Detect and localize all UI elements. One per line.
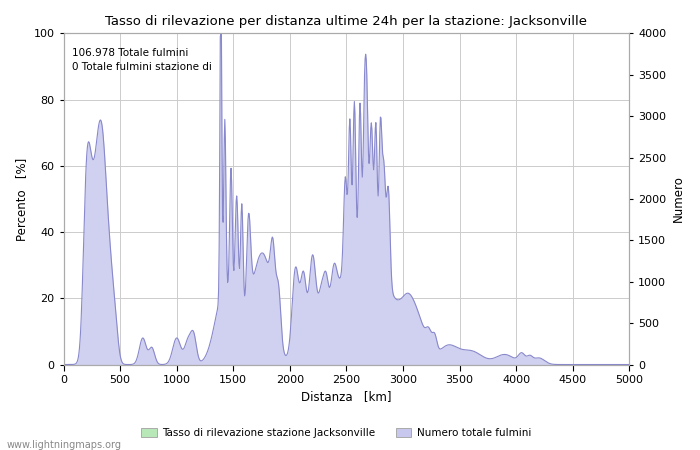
- Text: 106.978 Totale fulmini
0 Totale fulmini stazione di: 106.978 Totale fulmini 0 Totale fulmini …: [72, 48, 212, 72]
- Title: Tasso di rilevazione per distanza ultime 24h per la stazione: Jacksonville: Tasso di rilevazione per distanza ultime…: [106, 15, 587, 28]
- Text: www.lightningmaps.org: www.lightningmaps.org: [7, 440, 122, 450]
- X-axis label: Distanza   [km]: Distanza [km]: [301, 391, 392, 404]
- Y-axis label: Numero: Numero: [672, 176, 685, 222]
- Y-axis label: Percento   [%]: Percento [%]: [15, 158, 28, 241]
- Legend: Tasso di rilevazione stazione Jacksonville, Numero totale fulmini: Tasso di rilevazione stazione Jacksonvil…: [136, 424, 536, 442]
